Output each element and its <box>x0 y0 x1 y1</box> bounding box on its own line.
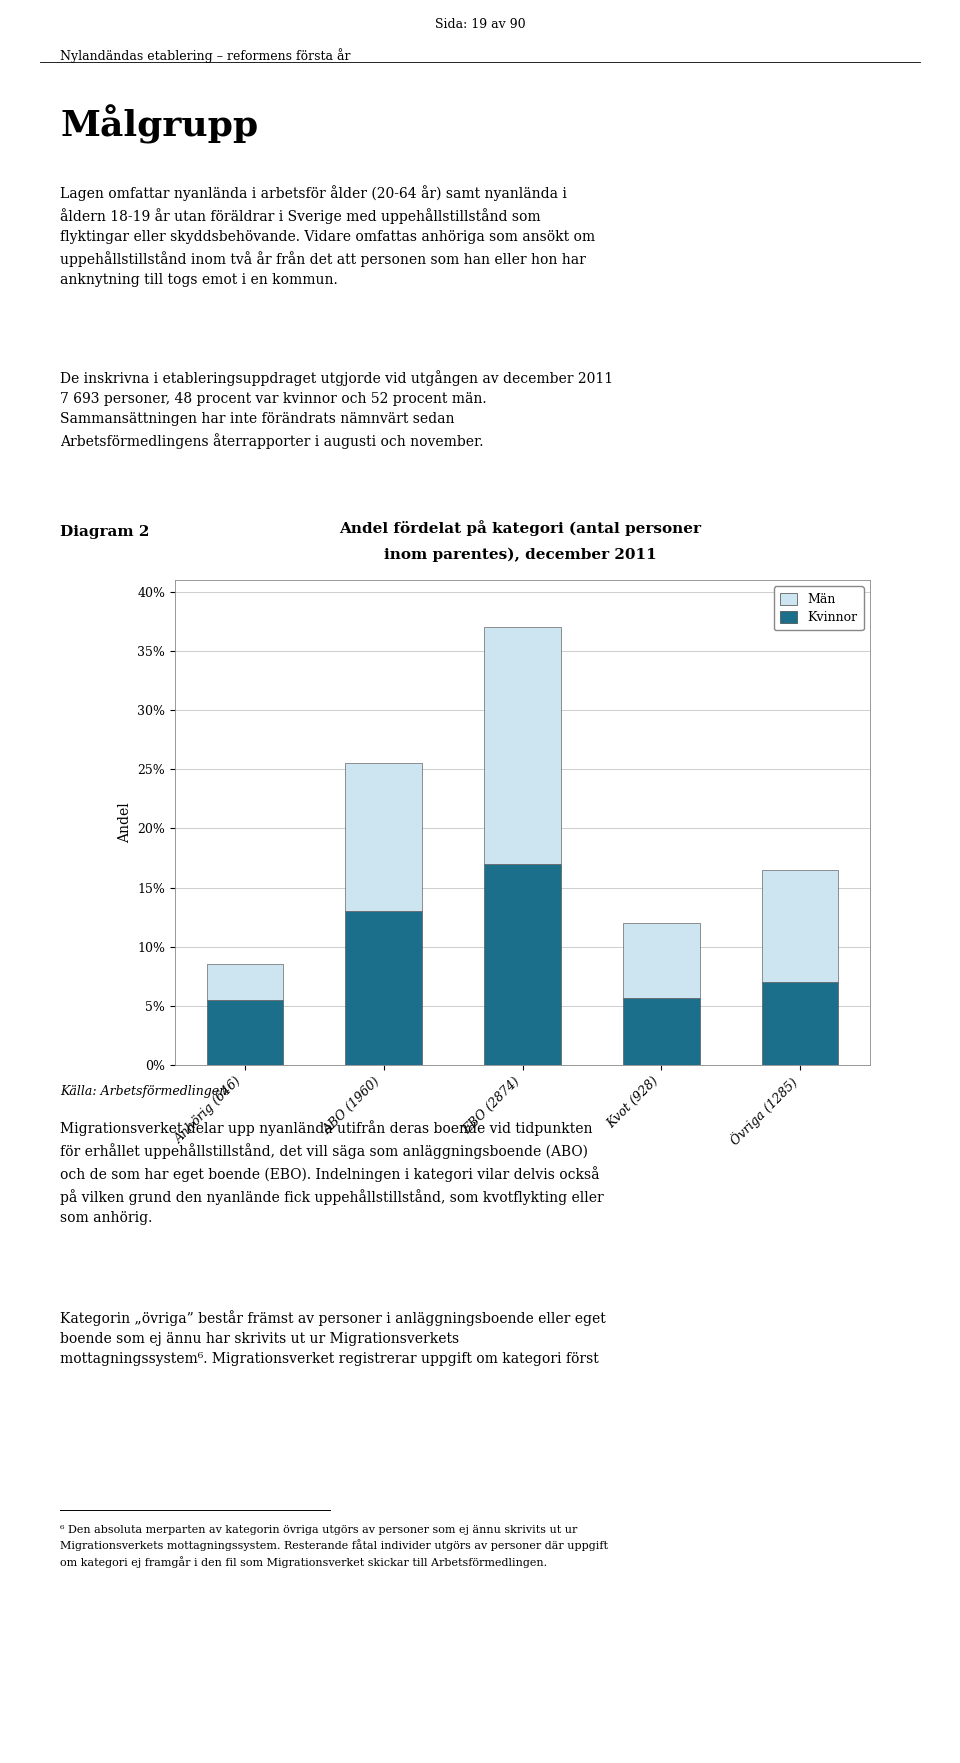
Bar <box>484 864 561 1065</box>
Bar <box>206 1000 283 1065</box>
Text: Andel fördelat på kategori (antal personer: Andel fördelat på kategori (antal person… <box>339 520 701 536</box>
Text: inom parentes), december 2011: inom parentes), december 2011 <box>384 548 657 562</box>
Text: Källa: Arbetsförmedlingen: Källa: Arbetsförmedlingen <box>60 1084 228 1098</box>
Bar <box>623 998 700 1065</box>
Text: Sida: 19 av 90: Sida: 19 av 90 <box>435 18 525 32</box>
Legend: Män, Kvinnor: Män, Kvinnor <box>774 587 864 629</box>
Bar <box>623 924 700 998</box>
Bar <box>346 911 421 1065</box>
Text: De inskrivna i etableringsuppdraget utgjorde vid utgången av december 2011
7 693: De inskrivna i etableringsuppdraget utgj… <box>60 370 613 450</box>
Text: Migrationsverket delar upp nyanlända utifrån deras boende vid tidpunkten
för erh: Migrationsverket delar upp nyanlända uti… <box>60 1120 604 1225</box>
Text: Målgrupp: Målgrupp <box>60 106 258 145</box>
Text: ⁶ Den absoluta merparten av kategorin övriga utgörs av personer som ej ännu skri: ⁶ Den absoluta merparten av kategorin öv… <box>60 1525 608 1567</box>
Y-axis label: Andel: Andel <box>118 802 132 843</box>
Bar <box>346 763 421 911</box>
Bar <box>762 869 838 982</box>
Bar <box>484 628 561 864</box>
Text: Kategorin „övriga” består främst av personer i anläggningsboende eller eget
boen: Kategorin „övriga” består främst av pers… <box>60 1310 606 1366</box>
Text: Nylandändas etablering – reformens första år: Nylandändas etablering – reformens först… <box>60 48 350 63</box>
Text: Diagram 2: Diagram 2 <box>60 525 150 539</box>
Bar <box>762 982 838 1065</box>
Bar <box>206 964 283 1000</box>
Text: Lagen omfattar nyanlända i arbetsför ålder (20-64 år) samt nyanlända i
åldern 18: Lagen omfattar nyanlända i arbetsför åld… <box>60 185 595 287</box>
